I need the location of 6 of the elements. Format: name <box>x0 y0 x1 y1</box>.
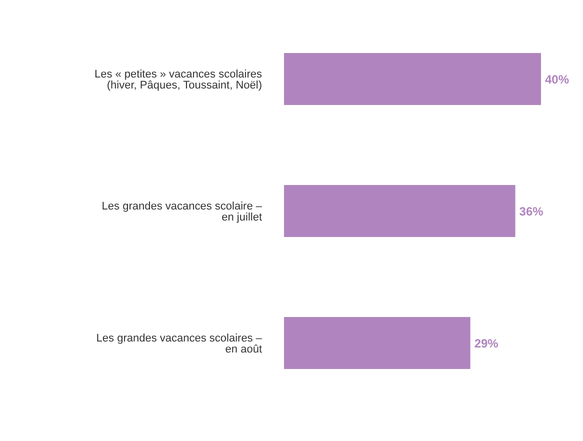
data-label: 36% <box>519 204 544 218</box>
data-label: 40% <box>545 72 570 86</box>
y-tick-label: Les « petites » vacances scolaires (hiver, Pâques, Toussaint, Noël) <box>94 68 262 92</box>
y-tick-label: Les grandes vacances scolaires – en août <box>96 332 263 356</box>
data-label: 29% <box>474 336 499 350</box>
y-tick-label: Les grandes vacances scolaire – en juillet <box>102 200 263 224</box>
